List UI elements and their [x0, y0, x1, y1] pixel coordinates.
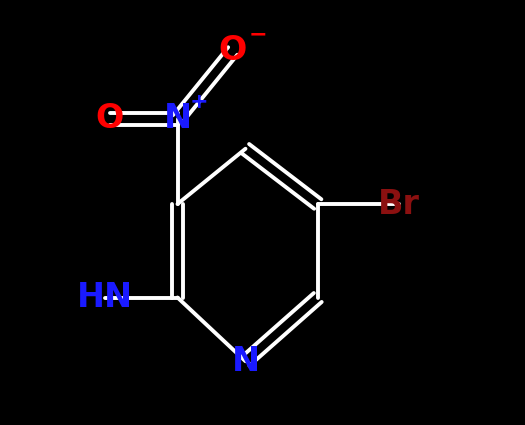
Text: +: +: [190, 92, 208, 112]
Text: O: O: [218, 34, 247, 68]
Text: N: N: [163, 102, 192, 136]
Text: N: N: [232, 345, 259, 378]
Text: −: −: [249, 24, 268, 44]
Text: O: O: [96, 102, 123, 136]
Text: HN: HN: [77, 281, 133, 314]
Text: Br: Br: [377, 187, 419, 221]
